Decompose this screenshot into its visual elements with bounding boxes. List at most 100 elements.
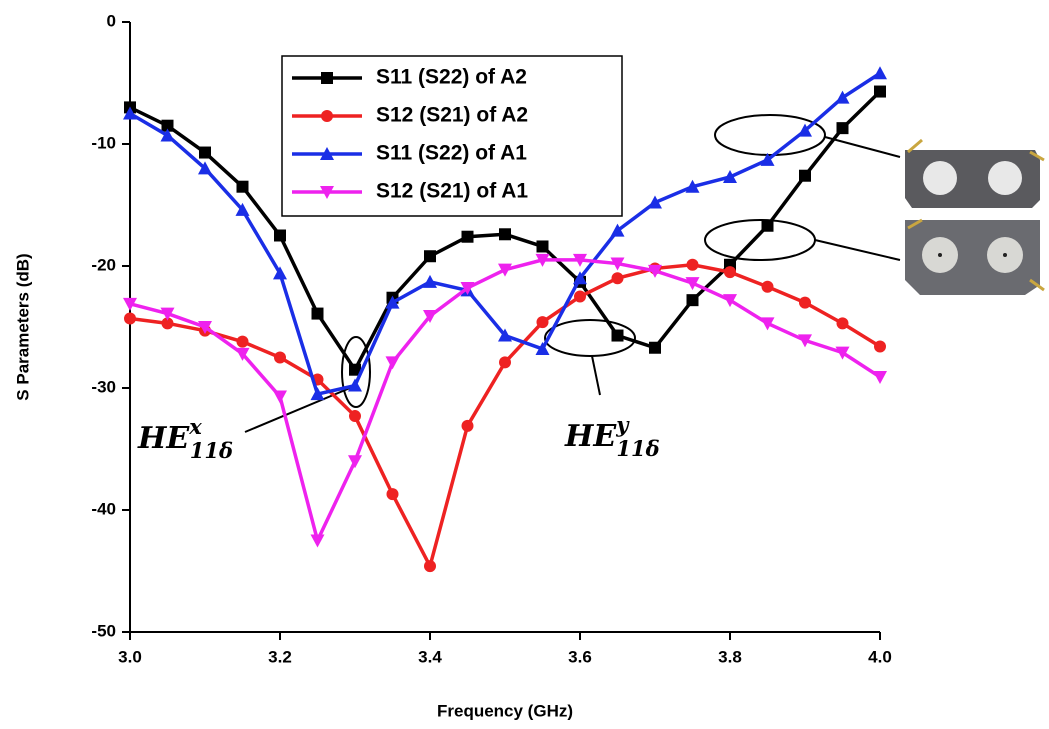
marker xyxy=(611,272,624,285)
marker xyxy=(123,297,137,311)
marker xyxy=(536,240,549,253)
y-tick-label: -50 xyxy=(91,621,116,640)
marker xyxy=(461,419,474,432)
marker xyxy=(724,266,736,279)
marker xyxy=(799,296,811,309)
marker xyxy=(760,152,775,166)
marker xyxy=(236,180,249,193)
marker xyxy=(498,328,512,342)
marker xyxy=(460,281,475,295)
marker xyxy=(349,363,361,376)
marker xyxy=(273,266,287,280)
line xyxy=(129,258,881,546)
x-tick-label: 3.2 xyxy=(268,647,292,666)
marker xyxy=(320,147,334,160)
marker xyxy=(310,387,325,401)
marker xyxy=(123,106,137,120)
marker xyxy=(321,72,333,84)
legend-label: S11 (S22) of A2 xyxy=(376,66,527,89)
legend-label: S11 (S22) of A1 xyxy=(376,142,527,165)
marker xyxy=(685,277,700,291)
marker xyxy=(310,534,325,548)
marker xyxy=(874,85,886,98)
marker xyxy=(610,223,625,237)
marker xyxy=(199,146,211,159)
marker xyxy=(648,264,662,278)
marker xyxy=(461,230,474,243)
y-tick-label: -30 xyxy=(91,377,116,396)
marker xyxy=(873,371,887,385)
marker xyxy=(835,346,850,360)
marker xyxy=(574,290,586,303)
marker xyxy=(320,186,334,199)
marker xyxy=(235,202,250,216)
y-axis-label: S Parameters (dB) xyxy=(13,253,32,400)
marker xyxy=(836,317,849,330)
marker xyxy=(648,195,662,209)
marker xyxy=(385,295,400,309)
marker xyxy=(835,90,850,104)
x-axis-label: Frequency (GHz) xyxy=(437,701,573,720)
marker xyxy=(161,119,174,132)
y-tick-label: 0 xyxy=(107,11,116,30)
antenna-photo xyxy=(905,138,1045,208)
marker xyxy=(386,488,399,501)
marker xyxy=(498,263,512,277)
line xyxy=(129,263,881,571)
marker xyxy=(535,341,550,355)
marker xyxy=(160,128,175,142)
marker xyxy=(274,351,286,364)
series xyxy=(124,258,886,573)
marker xyxy=(321,110,333,122)
marker xyxy=(236,335,249,348)
marker xyxy=(761,280,774,293)
marker xyxy=(161,317,174,330)
annotation: HEy 11δ xyxy=(564,412,660,461)
marker xyxy=(349,410,361,423)
marker xyxy=(798,334,812,348)
y-tick-label: -40 xyxy=(91,499,116,518)
y-tick-label: -20 xyxy=(91,255,116,274)
x-tick-label: 4.0 xyxy=(868,647,892,666)
marker xyxy=(873,66,887,80)
marker xyxy=(348,378,362,392)
marker xyxy=(686,294,699,307)
legend-label: S12 (S21) of A1 xyxy=(376,180,528,203)
marker xyxy=(760,317,775,331)
marker xyxy=(536,316,549,329)
marker xyxy=(273,390,287,404)
marker xyxy=(198,161,212,175)
marker xyxy=(649,341,661,354)
marker xyxy=(874,340,886,353)
marker xyxy=(723,294,737,308)
marker xyxy=(836,122,849,135)
marker xyxy=(573,271,587,285)
x-tick-label: 3.0 xyxy=(118,647,142,666)
legend-label: S12 (S21) of A2 xyxy=(376,104,528,127)
antenna-photo xyxy=(905,218,1045,295)
x-tick-label: 3.6 xyxy=(568,647,592,666)
marker xyxy=(573,253,587,267)
marker xyxy=(535,253,550,267)
legend-box xyxy=(281,55,623,217)
marker xyxy=(761,219,774,232)
marker xyxy=(385,356,400,370)
marker xyxy=(160,307,175,321)
marker xyxy=(798,123,812,137)
marker xyxy=(424,560,436,573)
marker xyxy=(723,169,737,183)
series xyxy=(123,253,887,548)
marker xyxy=(499,356,511,369)
callout xyxy=(244,114,901,433)
marker xyxy=(235,347,250,361)
marker xyxy=(610,257,625,271)
marker xyxy=(311,307,324,320)
marker xyxy=(685,179,700,193)
marker xyxy=(198,321,212,334)
y-tick-label: -10 xyxy=(91,133,116,152)
x-tick-label: 3.4 xyxy=(418,647,442,666)
marker xyxy=(611,329,624,342)
marker xyxy=(423,274,437,288)
marker xyxy=(348,455,362,469)
